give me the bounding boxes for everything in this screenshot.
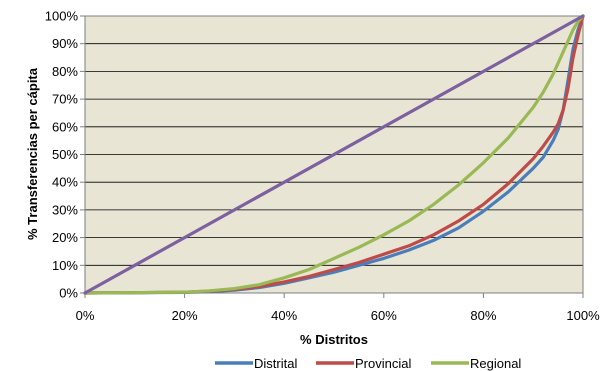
x-axis-ticks: 0% 20% 40% 60% 80% 100% (76, 293, 600, 323)
x-tick-label: 0% (76, 308, 95, 323)
legend-label: Distrital (254, 356, 297, 371)
y-tick-label: 100% (45, 9, 79, 24)
x-tick-label: 100% (566, 308, 600, 323)
y-tick-label: 70% (52, 92, 78, 107)
x-tick-label: 40% (271, 308, 297, 323)
series-line-provincial (83, 14, 585, 295)
y-axis-title: % Transferencias per cápita (25, 67, 40, 240)
y-tick-label: 20% (52, 230, 78, 245)
y-tick-label: 10% (52, 258, 78, 273)
series-lines (83, 14, 585, 295)
y-tick-label: 90% (52, 36, 78, 51)
y-tick-label: 30% (52, 202, 78, 217)
y-tick-label: 80% (52, 64, 78, 79)
y-tick-label: 0% (59, 286, 78, 301)
series-line-equality (83, 14, 585, 295)
legend-label: Regional (470, 356, 521, 371)
legend-label: Provincial (355, 356, 411, 371)
x-tick-label: 20% (172, 308, 198, 323)
y-tick-label: 60% (52, 119, 78, 134)
y-axis-ticks: 0% 10% 20% 30% 40% 50% 60% 70% 80% 90% 100% (45, 9, 85, 301)
legend: Distrital Provincial Regional (215, 356, 521, 371)
x-tick-label: 60% (371, 308, 397, 323)
x-axis-title: % Distritos (300, 332, 368, 347)
series-line-regional (83, 14, 585, 295)
x-tick-label: 80% (470, 308, 496, 323)
y-tick-label: 40% (52, 175, 78, 190)
y-tick-label: 50% (52, 147, 78, 162)
